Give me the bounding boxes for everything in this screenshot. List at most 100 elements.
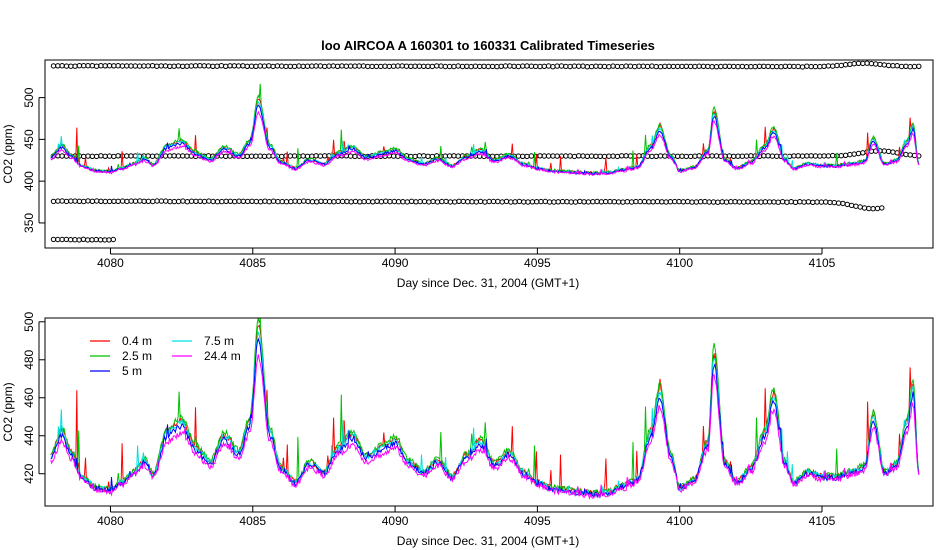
calibration-point — [244, 63, 250, 70]
calibration-point — [67, 237, 74, 243]
calibration-point — [111, 63, 117, 69]
calibration-point — [842, 152, 849, 159]
calibration-point — [855, 60, 862, 66]
calibration-point — [593, 63, 599, 69]
calibration-point — [231, 63, 238, 69]
calibration-point — [331, 199, 337, 205]
calibration-point — [786, 63, 793, 70]
calibration-point — [670, 63, 677, 70]
calibration-point — [456, 198, 462, 205]
top-x-tick-label: 4100 — [666, 256, 693, 270]
calibration-point — [370, 199, 376, 205]
calibration-point — [373, 63, 380, 70]
bottom-x-tick-label: 4100 — [666, 514, 693, 528]
calibration-point — [520, 153, 526, 160]
calibration-point — [534, 199, 540, 205]
calibration-point — [732, 199, 738, 205]
calibration-point — [683, 153, 689, 160]
calibration-point — [443, 198, 449, 205]
calibration-point — [460, 198, 466, 205]
calibration-point — [253, 198, 259, 205]
bottom-x-tick-label: 4085 — [239, 514, 266, 528]
calibration-point — [300, 63, 306, 70]
calibration-point — [63, 63, 70, 69]
calibration-point — [490, 198, 497, 205]
calibration-point — [709, 153, 715, 159]
calibration-point — [386, 63, 392, 70]
calibration-point — [870, 206, 876, 212]
calibration-point — [528, 63, 535, 69]
calibration-point — [687, 153, 694, 160]
calibration-point — [72, 237, 78, 243]
calibration-point — [124, 153, 130, 159]
calibration-point — [541, 153, 547, 159]
calibration-point — [610, 153, 616, 159]
calibration-point — [50, 198, 57, 205]
calibration-point — [520, 63, 526, 69]
calibration-point — [705, 63, 711, 70]
calibration-point — [911, 63, 918, 70]
calibration-point — [653, 153, 659, 160]
calibration-point — [580, 153, 586, 159]
calibration-point — [662, 153, 668, 159]
calibration-point — [455, 153, 461, 159]
calibration-point — [623, 63, 629, 69]
chart-title: loo AIRCOA A 160301 to 160331 Calibrated… — [321, 38, 655, 53]
calibration-point — [214, 199, 221, 205]
calibration-point — [606, 64, 612, 70]
calibration-point — [317, 153, 324, 159]
calibration-point — [847, 61, 853, 68]
calibration-point — [659, 199, 665, 205]
calibration-point — [797, 199, 803, 205]
calibration-point — [352, 153, 358, 160]
calibration-point — [825, 153, 832, 159]
calibration-point — [245, 198, 251, 205]
calibration-point — [515, 63, 522, 70]
calibration-point — [675, 153, 681, 160]
calibration-point — [313, 153, 319, 159]
calibration-point — [356, 63, 362, 69]
calibration-point — [748, 153, 754, 159]
calibration-point — [163, 198, 169, 204]
calibration-point — [416, 63, 423, 69]
calibration-point — [395, 199, 402, 205]
calibration-point — [227, 63, 233, 69]
calibration-point — [795, 153, 801, 159]
calibration-point — [719, 199, 725, 205]
calibration-point — [825, 63, 832, 69]
calibration-point — [857, 204, 863, 210]
calibration-point — [847, 151, 853, 158]
calibration-point — [110, 236, 117, 243]
calibration-point — [106, 62, 113, 69]
calibration-point — [693, 199, 699, 205]
calibration-point — [80, 236, 87, 243]
calibration-point — [180, 153, 186, 159]
calibration-point — [403, 63, 410, 69]
calibration-point — [214, 63, 220, 69]
calibration-point — [860, 60, 866, 67]
calibration-point — [266, 199, 272, 205]
calibration-point — [735, 63, 741, 70]
calibration-point — [546, 199, 553, 205]
calibration-point — [304, 63, 311, 69]
calibration-point — [383, 198, 389, 204]
calibration-point — [874, 205, 881, 212]
calibration-point — [672, 198, 678, 205]
calibration-point — [614, 153, 621, 160]
calibration-point — [76, 198, 83, 205]
calibration-point — [55, 63, 61, 69]
calibration-point — [489, 63, 496, 70]
calibration-point — [754, 199, 760, 205]
calibration-point — [446, 63, 453, 70]
calibration-point — [197, 198, 203, 205]
calibration-point — [248, 63, 255, 69]
calibration-point — [124, 63, 130, 69]
calibration-point — [907, 64, 913, 70]
calibration-point — [916, 63, 922, 70]
calibration-point — [236, 198, 242, 204]
calibration-point — [653, 63, 659, 70]
bottom-x-tick-label: 4105 — [809, 514, 836, 528]
calibration-point — [361, 198, 367, 205]
calibration-point — [823, 199, 829, 205]
calibration-point — [253, 153, 259, 159]
